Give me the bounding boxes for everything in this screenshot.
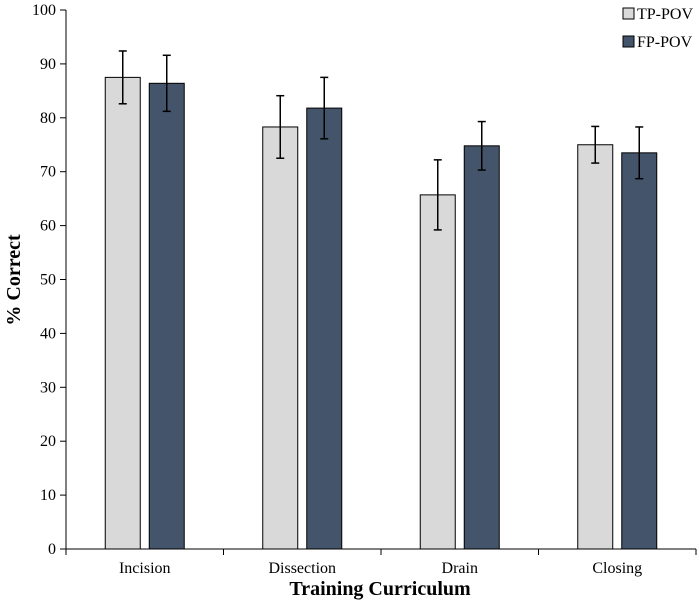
bar-fp-pov-drain: [463, 145, 500, 550]
bar-fp-pov-incision: [148, 82, 185, 550]
y-tick-label: 70: [40, 164, 56, 181]
y-tick-label: 60: [40, 218, 56, 235]
bar-tp-pov-dissection: [262, 126, 299, 550]
y-tick-label: 90: [40, 56, 56, 73]
y-tick-label: 30: [40, 379, 56, 396]
x-category-label: Drain: [442, 560, 478, 577]
y-tick-label: 20: [40, 433, 56, 450]
bar-fp-pov-dissection: [306, 107, 343, 550]
x-category-label: Incision: [119, 560, 171, 577]
x-category-label: Closing: [592, 560, 642, 577]
y-tick-label: 100: [32, 2, 56, 19]
bar-fp-pov-closing: [621, 152, 658, 550]
y-tick-label: 80: [40, 110, 56, 127]
legend-swatch-tp-pov: [622, 7, 635, 20]
bar-tp-pov-drain: [419, 194, 456, 550]
x-axis: Incision Dissection Drain Closing: [65, 548, 697, 577]
x-axis-title: Training Curriculum: [289, 578, 471, 600]
y-tick-label: 10: [40, 487, 56, 504]
legend-label-tp-pov: TP-POV: [637, 6, 693, 23]
bar-tp-pov-closing: [577, 144, 614, 550]
y-tick-label: 40: [40, 325, 56, 342]
legend: TP-POV FP-POV: [622, 6, 693, 51]
bars: [104, 76, 658, 550]
y-tick-label: 0: [48, 541, 56, 558]
y-axis: 0 10 20 30 40 50 60 70 80 90 100: [32, 2, 67, 558]
bar-tp-pov-incision: [104, 76, 141, 550]
legend-swatch-fp-pov: [622, 35, 635, 48]
legend-label-fp-pov: FP-POV: [637, 34, 693, 51]
y-tick-label: 50: [40, 272, 56, 289]
y-axis-title: % Correct: [3, 234, 25, 326]
error-bars: [118, 50, 644, 231]
x-category-label: Dissection: [268, 560, 336, 577]
